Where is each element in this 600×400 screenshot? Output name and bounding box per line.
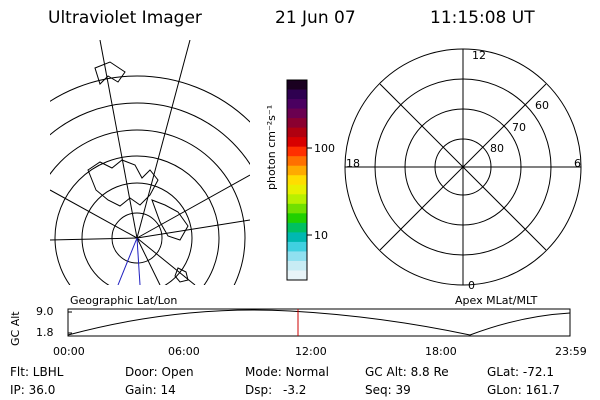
colorbar-unit-label: photon cm⁻²s⁻¹ xyxy=(265,104,278,190)
colorbar-band xyxy=(287,108,307,119)
mlat-label-80: 80 xyxy=(490,142,504,155)
apex-caption: Apex MLat/MLT xyxy=(455,294,538,307)
filter-label: Flt: LBHL xyxy=(10,365,64,379)
mlat-label-70: 70 xyxy=(512,121,526,134)
colorbar-band xyxy=(287,99,307,110)
dsp-value: -3.2 xyxy=(283,383,307,397)
ip-label: IP: 36.0 xyxy=(10,383,56,397)
colorbar-band xyxy=(287,232,307,243)
colorbar-tick-100: 100 xyxy=(314,142,335,155)
seq-label: Seq: 39 xyxy=(365,383,411,397)
colorbar-band xyxy=(287,80,307,91)
mlt-label-0: 0 xyxy=(468,279,475,292)
geographic-caption: Geographic Lat/Lon xyxy=(70,294,178,307)
colorbar-band xyxy=(287,203,307,214)
gain-label: Gain: 14 xyxy=(125,383,176,397)
colorbar-band xyxy=(287,127,307,138)
altitude-xtick-1800: 18:00 xyxy=(425,345,457,358)
colorbar-band xyxy=(287,146,307,157)
glon-label: GLon: 161.7 xyxy=(487,383,560,397)
colorbar-band xyxy=(287,184,307,195)
apex-polar-plot xyxy=(344,48,582,286)
colorbar-tick-10: 10 xyxy=(314,229,328,242)
colorbar-band xyxy=(287,118,307,129)
colorbar-band xyxy=(287,175,307,186)
mlt-label-12: 12 xyxy=(472,49,486,62)
mlt-label-18: 18 xyxy=(346,157,360,170)
altitude-xtick-2359: 23:59 xyxy=(555,345,587,358)
colorbar-band xyxy=(287,89,307,100)
altitude-ytick-9: 9.0 xyxy=(36,305,54,318)
altitude-xtick-0600: 06:00 xyxy=(168,345,200,358)
altitude-ytick-1-8: 1.8 xyxy=(36,326,54,339)
colorbar-band xyxy=(287,194,307,205)
colorbar-band xyxy=(287,260,307,271)
instrument-title: Ultraviolet Imager xyxy=(48,8,202,28)
altitude-plot xyxy=(67,308,571,337)
dsp-label: Dsp: xyxy=(245,383,273,397)
colorbar-band xyxy=(287,213,307,224)
colorbar-band xyxy=(287,222,307,233)
colorbar-band xyxy=(287,251,307,262)
mlat-label-60: 60 xyxy=(535,99,549,112)
date-label: 21 Jun 07 xyxy=(275,8,356,28)
colorbar-band xyxy=(287,165,307,176)
glat-label: GLat: -72.1 xyxy=(487,365,554,379)
mlt-label-6: 6 xyxy=(574,157,581,170)
colorbar-band xyxy=(287,156,307,167)
time-label: 11:15:08 UT xyxy=(430,8,535,28)
geographic-map xyxy=(50,40,250,285)
colorbar-band xyxy=(287,270,307,281)
altitude-xtick-1200: 12:00 xyxy=(295,345,327,358)
colorbar-band xyxy=(287,137,307,148)
altitude-ylabel: GC Alt xyxy=(9,311,22,346)
altitude-xtick-0000: 00:00 xyxy=(53,345,85,358)
colorbar-band xyxy=(287,241,307,252)
gc-alt-label: GC Alt: 8.8 Re xyxy=(365,365,449,379)
colorbar xyxy=(287,80,307,281)
mode-label: Mode: Normal xyxy=(245,365,329,379)
door-label: Door: Open xyxy=(125,365,194,379)
